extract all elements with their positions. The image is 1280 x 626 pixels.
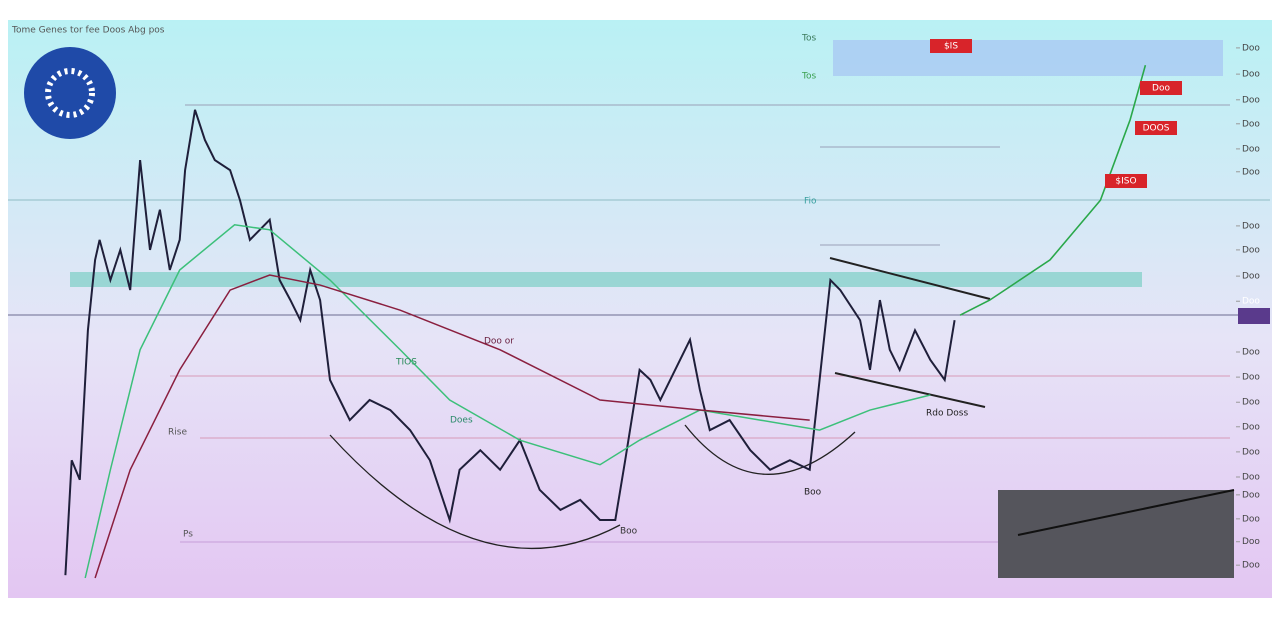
annotation: Does [450,416,473,426]
resistance-zone [70,272,1142,287]
levels [8,104,1270,543]
y-tick-label: Doo [1242,221,1260,231]
price-tag-box [1105,174,1147,188]
y-tick-label: Doo [1242,272,1260,282]
series-line [84,223,931,579]
y-tick-label: Doo [1242,422,1260,432]
patterns [329,257,991,550]
y-tick-label: Doo [1242,398,1260,408]
annotation: Tos [801,72,816,82]
y-tick-label: Doo [1242,167,1260,177]
y-tick-label: Doo [1242,43,1260,53]
price-tag: DOOS [1143,124,1170,134]
annotation: Rise [168,428,187,438]
annotation: Boo [620,527,638,537]
y-tick-label: Doo [1242,348,1260,358]
cup-curve [329,434,621,550]
price-tag-box [1135,121,1177,135]
series-line [94,274,810,579]
price-tag: Doo [1152,84,1170,94]
chart-title: Tome Genes tor fee Doos Abg pos [11,26,165,36]
y-tick-label: Doo [1242,245,1260,255]
current-price-box [1238,308,1270,324]
y-tick-label: Doo [1242,537,1260,547]
annotation: Boo [804,488,822,498]
y-tick-label: Doo [1242,95,1260,105]
y-tick-label: Doo [1242,297,1260,307]
annotation: Doo or [484,337,514,347]
price-tag-box [1140,81,1182,95]
annotation: Ps [183,530,193,540]
annotation: Tos [801,34,816,44]
series-line [64,109,956,576]
annotation: Fio [804,197,817,207]
price-tag-box [930,39,972,53]
y-tick-label: Doo [1242,447,1260,457]
photo-line [1017,489,1235,536]
y-tick-label: Doo [1242,490,1260,500]
annotation: TIOS [395,358,417,368]
cup-curve [684,424,856,475]
target-zone [833,40,1223,76]
y-tick-label: Doo [1242,473,1260,483]
logo-circle [24,47,116,139]
y-tick-label: Doo [1242,561,1260,571]
y-tick-label: Doo [1242,373,1260,383]
trend-line [829,257,991,300]
y-tick-label: Doo [1242,514,1260,524]
y-tick-label: Doo [1242,144,1260,154]
logo-mark [45,68,95,118]
trend-line [834,372,986,408]
series-line [959,64,1147,316]
logo [24,47,116,139]
price-tag: $ISO [1115,177,1136,187]
photo-inset [998,490,1234,578]
annotation: Rdo Doss [926,409,968,419]
y-tick-label: Doo [1242,119,1260,129]
price-tag: $IS [944,42,958,52]
y-tick-label: Doo [1242,70,1260,80]
